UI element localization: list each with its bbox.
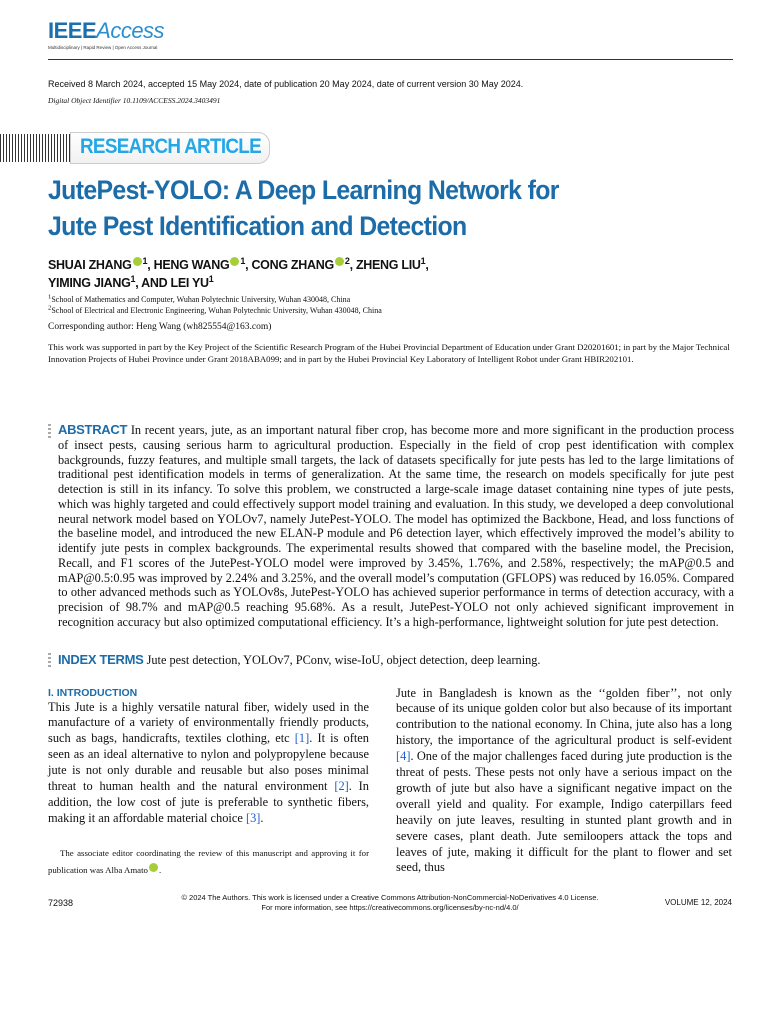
- dots-icon: [48, 652, 51, 669]
- logo-access: Access: [96, 18, 165, 43]
- citation-link[interactable]: [1]: [294, 731, 310, 746]
- author: SHUAI ZHANG: [48, 258, 132, 272]
- page-footer: 72938 © 2024 The Authors. This work is l…: [48, 893, 732, 913]
- logo-tagline: Multidisciplinary | Rapid Review | Open …: [48, 45, 158, 50]
- intro-paragraph-left: This Jute is a highly versatile natural …: [48, 700, 369, 827]
- banner-box: [70, 132, 270, 164]
- body-text: This Jute is a highly versatile natural …: [48, 699, 369, 746]
- section-heading: I. INTRODUCTION: [48, 686, 138, 699]
- orcid-icon[interactable]: [230, 257, 240, 266]
- editor-footnote: The associate editor coordinating the re…: [48, 847, 369, 875]
- abstract-label: ABSTRACT: [58, 422, 128, 437]
- citation-link[interactable]: [3]: [245, 810, 261, 825]
- orcid-icon[interactable]: [148, 862, 158, 872]
- volume: VOLUME 12, 2024: [664, 897, 732, 907]
- left-column: I. INTRODUCTION This Jute is a highly ve…: [48, 686, 369, 879]
- body-text: . In addition, the low cost of jute is p…: [48, 779, 369, 825]
- banner-stripes: [0, 134, 70, 162]
- citation-link[interactable]: [4]: [396, 749, 411, 764]
- dots-icon: [48, 424, 51, 440]
- doi: Digital Object Identifier 10.1109/ACCESS…: [48, 96, 221, 105]
- body-text: . It is often seen as an ideal alternati…: [48, 731, 369, 794]
- right-column: Jute in Bangladesh is known as the ‘‘gol…: [396, 686, 732, 877]
- abstract-text: In recent years, jute, as an important n…: [58, 423, 734, 629]
- orcid-icon[interactable]: [132, 257, 142, 266]
- title-line-2: Jute Pest Identification and Detection: [48, 211, 467, 241]
- index-terms-label: INDEX TERMS: [58, 651, 144, 667]
- author-affiliation-mark: 1: [420, 255, 426, 266]
- abstract: ABSTRACT In recent years, jute, as an im…: [48, 422, 734, 630]
- aff-text: School of Electrical and Electronic Engi…: [51, 306, 382, 315]
- article-type-banner: RESEARCH ARTICLE: [0, 132, 272, 164]
- affiliation: 2School of Electrical and Electronic Eng…: [48, 305, 732, 316]
- orcid-icon[interactable]: [334, 257, 344, 266]
- author-affiliation-mark: 1: [130, 273, 136, 284]
- intro-paragraph-right: Jute in Bangladesh is known as the ‘‘gol…: [396, 686, 732, 877]
- two-column-body: I. INTRODUCTION This Jute is a highly ve…: [48, 686, 732, 879]
- author-list: SHUAI ZHANG 1, HENG WANG 1, CONG ZHANG 2, Z…: [48, 255, 429, 290]
- aff-num: 1: [48, 293, 52, 301]
- header-rule: [48, 59, 733, 60]
- license: © 2024 The Authors. This work is license…: [138, 893, 642, 913]
- index-terms-text: Jute pest detection, YOLOv7, PConv, wise…: [146, 652, 541, 667]
- body-text: Jute in Bangladesh is known as the ‘‘gol…: [396, 685, 732, 748]
- license-line-1: © 2024 The Authors. This work is license…: [181, 892, 599, 902]
- page-number: 72938: [48, 897, 74, 908]
- author-affiliation-mark: 1: [142, 255, 148, 266]
- author-affiliation-mark: 1: [208, 273, 214, 284]
- title-line-1: JutePest-YOLO: A Deep Learning Network f…: [48, 175, 559, 205]
- aff-text: School of Mathematics and Computer, Wuha…: [51, 295, 351, 304]
- paper-page: IEEEAccess Multidisciplinary | Rapid Rev…: [0, 20, 734, 913]
- journal-logo: IEEEAccess Multidisciplinary | Rapid Rev…: [48, 20, 732, 51]
- received-dates: Received 8 March 2024, accepted 15 May 2…: [48, 79, 524, 89]
- body-text: . One of the major challenges faced duri…: [396, 749, 732, 875]
- author: AND LEI YU: [141, 276, 209, 290]
- logo-ieee: IEEE: [48, 18, 97, 43]
- affiliation: 1School of Mathematics and Computer, Wuh…: [48, 294, 732, 305]
- citation-link[interactable]: [2]: [334, 779, 349, 794]
- funding-statement: This work was supported in part by the K…: [48, 342, 730, 364]
- author-affiliation-mark: 1: [240, 255, 246, 266]
- affiliations: 1School of Mathematics and Computer, Wuh…: [48, 294, 732, 316]
- author: YIMING JIANG: [48, 276, 131, 290]
- article-type: RESEARCH ARTICLE: [80, 135, 262, 158]
- corresponding-author: Corresponding author: Heng Wang (wh82555…: [48, 322, 272, 332]
- footnote-text: The associate editor coordinating the re…: [48, 847, 369, 875]
- aff-num: 2: [48, 304, 52, 312]
- index-terms: INDEX TERMS Jute pest detection, YOLOv7,…: [48, 651, 734, 669]
- author: HENG WANG: [153, 258, 230, 272]
- license-link[interactable]: For more information, see https://creati…: [261, 902, 519, 912]
- author: CONG ZHANG: [251, 258, 334, 272]
- body-text: .: [260, 810, 264, 825]
- paper-title: JutePest-YOLO: A Deep Learning Network f…: [48, 172, 677, 244]
- author-affiliation-mark: 2: [344, 255, 350, 266]
- author: ZHENG LIU: [355, 258, 421, 272]
